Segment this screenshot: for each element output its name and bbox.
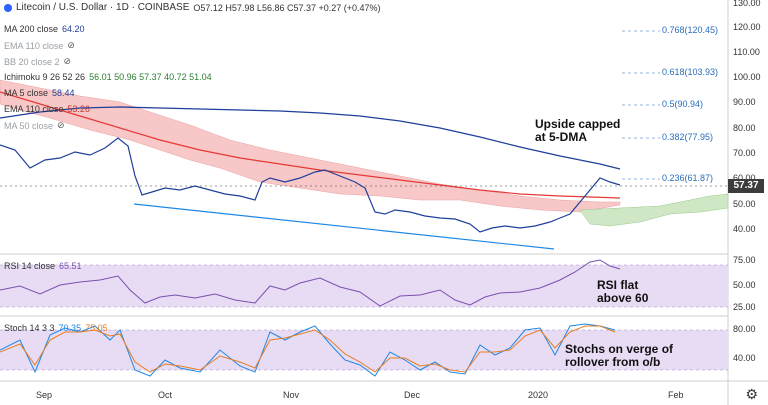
annotation-rsi: RSI flat above 60 xyxy=(597,279,648,305)
symbol-title: Litecoin / U.S. Dollar · 1D · COINBASE xyxy=(16,2,190,13)
rsi-tick: 50.00 xyxy=(733,280,756,290)
indicator-label: MA 50 close xyxy=(4,120,54,131)
indicator-value: 64.20 xyxy=(62,24,85,34)
indicator-ema110[interactable]: EMA 110 close 53.26 xyxy=(4,104,90,114)
time-tick: Dec xyxy=(404,390,421,400)
fib-label: 0.618(103.93) xyxy=(662,67,719,77)
price-tick: 120.00 xyxy=(733,22,761,32)
indicator-value: 56.01 50.96 57.37 40.72 51.04 xyxy=(89,72,212,82)
annotation-line: above 60 xyxy=(597,291,649,305)
indicator-ichimoku[interactable]: Ichimoku 9 26 52 26 56.01 50.96 57.37 40… xyxy=(4,72,212,82)
indicator-label: MA 5 close xyxy=(4,88,49,98)
indicator-value: 58.44 xyxy=(52,88,75,98)
indicator-stoch[interactable]: Stoch 14 3 3 70.35 75.05 xyxy=(4,323,108,333)
eye-hidden-icon[interactable]: ⊘ xyxy=(57,120,65,130)
indicator-label: EMA 110 close xyxy=(4,40,64,51)
ohlc-readout: O57.12 H57.98 L56.86 C57.37 +0.27 (+0.47… xyxy=(193,2,381,13)
fib-lines xyxy=(622,30,660,180)
indicator-value: 70.35 xyxy=(58,323,82,333)
time-tick: Nov xyxy=(283,390,300,400)
rsi-line xyxy=(0,259,621,307)
annotation-line: Upside capped xyxy=(535,117,621,131)
symbol-header[interactable]: Litecoin / U.S. Dollar · 1D · COINBASE O… xyxy=(4,2,381,13)
indicator-label: Ichimoku 9 26 52 26 xyxy=(4,72,86,82)
fib-label: 0.768(120.45) xyxy=(662,25,719,35)
indicator-label: BB 20 close 2 xyxy=(4,56,60,67)
annotation-line: rollover from o/b xyxy=(565,355,661,369)
stoch-d-line xyxy=(0,325,616,373)
indicator-label: MA 200 close xyxy=(4,24,59,34)
price-tick: 50.00 xyxy=(733,199,756,209)
indicator-bb20[interactable]: BB 20 close 2 ⊘ xyxy=(4,56,71,67)
gear-icon[interactable]: ⚙ xyxy=(745,386,758,402)
indicator-value: 65.51 xyxy=(59,261,82,271)
annotation-upside: Upside capped at 5-DMA xyxy=(535,118,620,144)
price-tick: 130.00 xyxy=(733,0,761,8)
ichimoku-cloud-green xyxy=(579,193,729,227)
annotation-line: Stochs on verge of xyxy=(565,342,674,356)
price-tick: 40.00 xyxy=(733,224,756,234)
fib-label: 0.5(90.94) xyxy=(662,99,704,109)
price-tick: 90.00 xyxy=(733,97,756,107)
indicator-ema110-hidden[interactable]: EMA 110 close ⊘ xyxy=(4,40,75,51)
price-tick: 110.00 xyxy=(733,47,760,57)
time-tick: Oct xyxy=(158,390,173,400)
fib-label: 0.382(77.95) xyxy=(662,132,714,142)
annotation-stoch: Stochs on verge of rollover from o/b xyxy=(565,343,673,369)
time-tick: 2020 xyxy=(528,390,549,400)
rsi-tick: 75.00 xyxy=(733,255,756,265)
ichimoku-cloud-red xyxy=(0,79,621,213)
indicator-value: 75.05 xyxy=(85,323,108,333)
indicator-ma50-hidden[interactable]: MA 50 close ⊘ xyxy=(4,120,65,131)
rsi-tick: 25.00 xyxy=(733,302,756,312)
symbol-dot-icon xyxy=(4,3,12,12)
indicator-ma200[interactable]: MA 200 close 64.20 xyxy=(4,24,85,34)
price-tick: 60.00 xyxy=(733,173,756,183)
indicator-value: 53.26 xyxy=(67,104,90,114)
indicator-label: EMA 110 close xyxy=(4,104,64,114)
annotation-line: RSI flat xyxy=(597,278,639,292)
price-tick: 80.00 xyxy=(733,123,756,133)
indicator-label: RSI 14 close xyxy=(4,261,56,271)
rsi-band xyxy=(0,265,728,307)
eye-hidden-icon[interactable]: ⊘ xyxy=(67,40,75,50)
price-tick: 100.00 xyxy=(733,72,761,82)
stoch-k-line xyxy=(0,323,616,377)
eye-hidden-icon[interactable]: ⊘ xyxy=(63,56,72,66)
indicator-rsi[interactable]: RSI 14 close 65.51 xyxy=(4,261,82,271)
stoch-tick: 40.00 xyxy=(733,353,756,363)
time-tick: Sep xyxy=(36,390,53,400)
indicator-ma5[interactable]: MA 5 close 58.44 xyxy=(4,88,75,98)
fib-label: 0.236(61.87) xyxy=(662,173,714,183)
annotation-line: at 5-DMA xyxy=(535,130,588,144)
indicator-label: Stoch 14 3 3 xyxy=(4,323,55,333)
price-line xyxy=(0,137,621,233)
current-price-tag: 57.37 xyxy=(728,179,764,193)
downtrend-line xyxy=(133,203,555,250)
price-tick: 70.00 xyxy=(733,148,756,158)
ma200-line xyxy=(0,106,621,170)
stoch-tick: 80.00 xyxy=(733,324,756,334)
ema110-line xyxy=(0,91,621,199)
time-tick: Feb xyxy=(668,390,684,400)
